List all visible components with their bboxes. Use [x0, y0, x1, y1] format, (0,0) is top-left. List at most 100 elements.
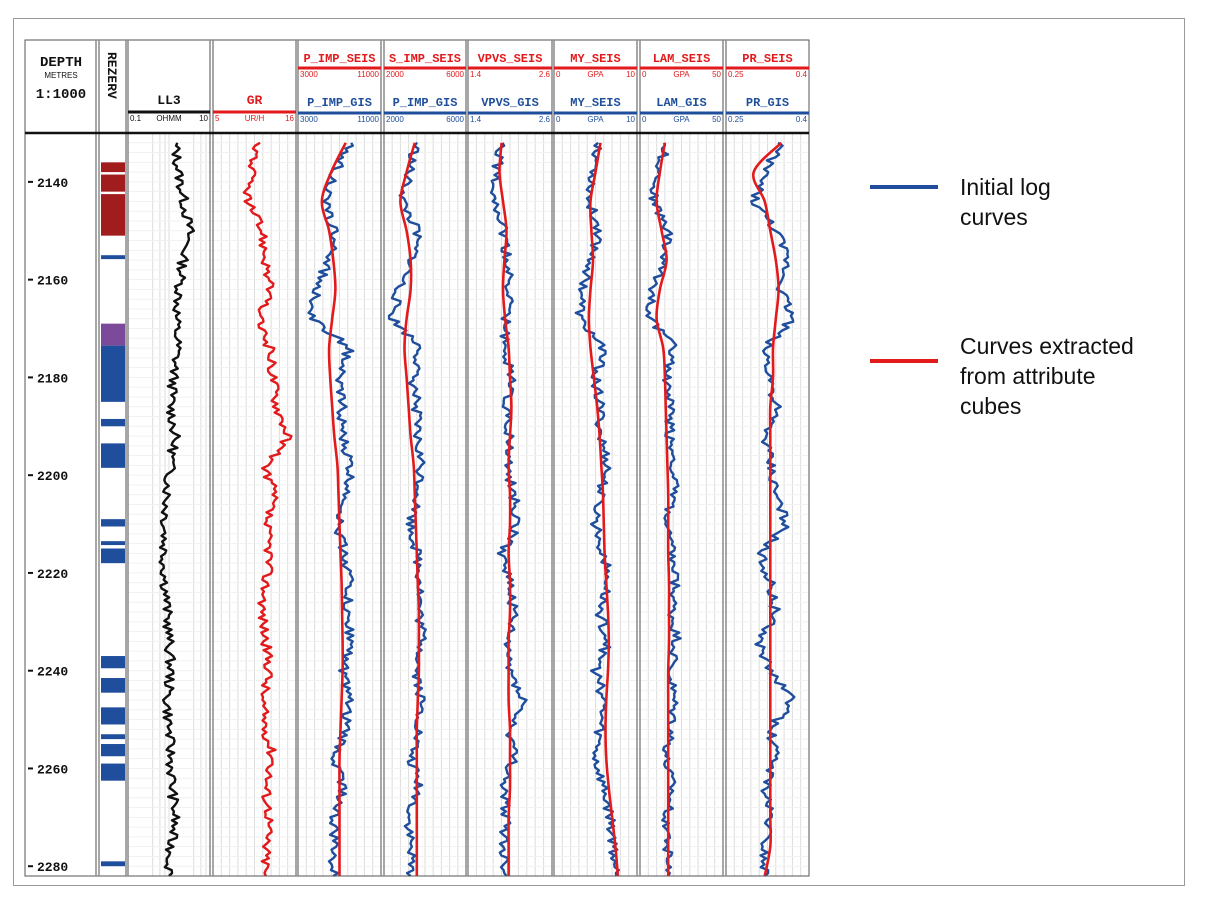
gis-scale-bmax: 50: [712, 115, 721, 124]
rezerv-interval-red: [101, 174, 125, 192]
gis-scale-bmax: 6000: [446, 115, 464, 124]
curve-s-imp-gis: [387, 141, 427, 877]
rezerv-interval-red: [101, 194, 125, 236]
depth-tick-label: 2140: [37, 176, 68, 191]
curve-p-imp-gis: [307, 142, 355, 878]
track-label: GR: [247, 93, 263, 108]
track-label: LL3: [157, 93, 181, 108]
track-label-gis: P_IMP_GIS: [393, 96, 458, 110]
curve-ll3: [158, 142, 195, 877]
gis-scale-bmax: 10: [626, 115, 635, 124]
rezerv-interval-blue: [101, 345, 125, 402]
curve-pr-seis: [751, 141, 783, 877]
curve-my-seis: [587, 142, 620, 877]
seis-scale-tmax: 6000: [446, 70, 464, 79]
track-scale-max: 10: [199, 114, 208, 123]
seis-scale-tunit: GPA: [673, 70, 690, 79]
track-scale-min: 0.1: [130, 114, 142, 123]
seis-scale-tunit: GPA: [587, 70, 604, 79]
seis-scale-tmin: 0: [642, 70, 647, 79]
track-scale-max: 16: [285, 114, 294, 123]
legend-extracted-label: Curves extracted from attribute cubes: [960, 333, 1134, 419]
track-scale-unit: UR/H: [245, 114, 265, 123]
curve-gr: [242, 141, 293, 877]
rezerv-interval-blue: [101, 548, 125, 564]
rezerv-interval-blue: [101, 519, 125, 527]
rezerv-interval-blue: [101, 678, 125, 693]
track-label-seis: LAM_SEIS: [653, 52, 711, 66]
gis-scale-bmax: 2.6: [539, 115, 551, 124]
track-label-gis: PR_GIS: [746, 96, 789, 110]
curve-vpvs-seis: [498, 142, 513, 876]
legend-initial: Initial log curves: [870, 172, 1110, 232]
track-label-seis: MY_SEIS: [570, 52, 620, 66]
seis-scale-tmax: 0.4: [796, 70, 808, 79]
track-label-gis: VPVS_GIS: [481, 96, 539, 110]
gis-scale-bmin: 3000: [300, 115, 318, 124]
track-label-gis: P_IMP_GIS: [307, 96, 372, 110]
gis-scale-bmin: 2000: [386, 115, 404, 124]
rezerv-interval-blue: [101, 541, 125, 546]
track-label-seis: P_IMP_SEIS: [303, 52, 375, 66]
rezerv-interval-blue: [101, 656, 125, 669]
seis-scale-tmin: 0: [556, 70, 561, 79]
seis-scale-tmin: 3000: [300, 70, 318, 79]
seis-scale-tmax: 50: [712, 70, 721, 79]
rezerv-interval-blue: [101, 707, 125, 725]
depth-scale: 1:1000: [36, 87, 86, 103]
curve-lam-seis: [655, 142, 671, 876]
rezerv-interval-purple: [101, 323, 125, 346]
rezerv-interval-blue: [101, 255, 125, 260]
rezerv-interval-blue: [101, 418, 125, 427]
track-label-seis: VPVS_SEIS: [478, 52, 543, 66]
rezerv-interval-blue: [101, 734, 125, 740]
legend-extracted: Curves extracted from attribute cubes: [870, 331, 1150, 421]
seis-scale-tmax: 10: [626, 70, 635, 79]
depth-tick-label: 2180: [37, 371, 68, 386]
rezerv-interval-blue: [101, 763, 125, 781]
gis-scale-bmin: 0.25: [728, 115, 744, 124]
seis-scale-tmin: 1.4: [470, 70, 482, 79]
depth-unit: METRES: [44, 71, 77, 80]
figure-frame: [13, 18, 1185, 886]
legend-initial-label: Initial log curves: [960, 174, 1051, 230]
legend-initial-swatch: [870, 185, 938, 189]
legend-extracted-swatch: [870, 359, 938, 363]
depth-tick-label: 2240: [37, 665, 68, 680]
depth-tick-label: 2260: [37, 762, 68, 777]
seis-scale-tmin: 0.25: [728, 70, 744, 79]
depth-tick-label: 2160: [37, 274, 68, 289]
gis-scale-bmax: 11000: [357, 115, 379, 124]
depth-title: DEPTH: [40, 55, 82, 71]
curve-pr-gis: [750, 141, 796, 877]
seis-scale-tmax: 2.6: [539, 70, 551, 79]
gis-scale-bmin: 1.4: [470, 115, 482, 124]
gis-scale-bmin: 0: [556, 115, 561, 124]
track-label-seis: PR_SEIS: [742, 52, 792, 66]
seis-scale-tmin: 2000: [386, 70, 404, 79]
gis-scale-bunit: GPA: [587, 115, 604, 124]
track-scale-unit: OHMM: [156, 114, 182, 123]
rezerv-interval-blue: [101, 443, 125, 468]
rezerv-interval-blue: [101, 861, 125, 867]
track-label-gis: MY_SEIS: [570, 96, 620, 110]
curve-p-imp-seis: [320, 142, 347, 876]
log-frame: [24, 39, 810, 877]
depth-tick-label: 2200: [37, 469, 68, 484]
curve-my-gis: [574, 141, 620, 877]
track-label-gis: LAM_GIS: [656, 96, 706, 110]
curve-s-imp-seis: [399, 142, 421, 876]
rezerv-interval-red: [101, 162, 125, 173]
depth-tick-label: 2220: [37, 567, 68, 582]
gis-scale-bmax: 0.4: [796, 115, 808, 124]
track-label-seis: S_IMP_SEIS: [389, 52, 461, 66]
depth-tick-label: 2280: [37, 860, 68, 875]
seis-scale-tmax: 11000: [357, 70, 379, 79]
gis-scale-bmin: 0: [642, 115, 647, 124]
curve-lam-gis: [645, 142, 682, 877]
rezerv-label: REZERV: [104, 52, 119, 99]
rezerv-interval-blue: [101, 744, 125, 757]
track-scale-min: 5: [215, 114, 220, 123]
gis-scale-bunit: GPA: [673, 115, 690, 124]
